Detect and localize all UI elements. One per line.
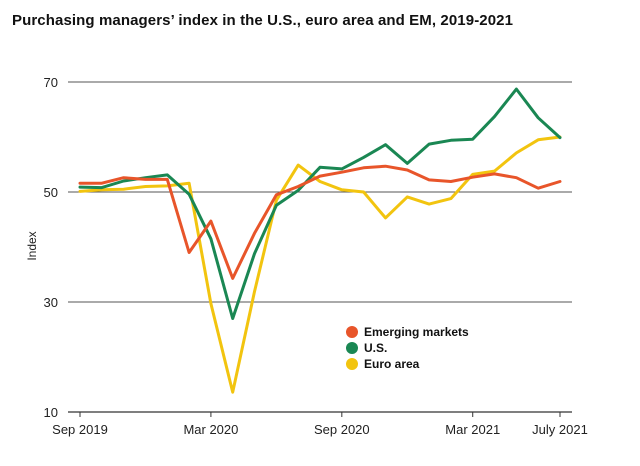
legend-label-euro-area: Euro area xyxy=(364,357,420,371)
y-tick-50: 50 xyxy=(44,185,58,200)
y-axis-label: Index xyxy=(25,231,39,260)
series-line-euro-area xyxy=(78,135,562,394)
legend-label-emerging-markets: Emerging markets xyxy=(364,325,469,339)
x-tick-2: Sep 2020 xyxy=(314,422,370,437)
x-tick-labels: Sep 2019 Mar 2020 Sep 2020 Mar 2021 July 202… xyxy=(52,412,588,437)
x-tick-3: Mar 2021 xyxy=(445,422,500,437)
series-line-u-s xyxy=(78,87,562,320)
y-tick-labels: 10 30 50 70 xyxy=(44,75,58,420)
gridlines xyxy=(68,81,572,413)
series-lines xyxy=(78,87,562,394)
series-line-emerging-markets xyxy=(78,164,562,280)
legend-marker-emerging-markets xyxy=(346,326,358,338)
x-tick-4: July 2021 xyxy=(532,422,588,437)
x-tick-1: Mar 2020 xyxy=(183,422,238,437)
chart-title: Purchasing managers’ index in the U.S., … xyxy=(12,12,514,29)
legend-marker-euro-area xyxy=(346,358,358,370)
legend-marker-u-s xyxy=(346,342,358,354)
y-tick-10: 10 xyxy=(44,405,58,420)
y-tick-30: 30 xyxy=(44,295,58,310)
legend-label-u-s: U.S. xyxy=(364,341,387,355)
legend: Emerging markets U.S. Euro area xyxy=(346,325,469,371)
x-tick-0: Sep 2019 xyxy=(52,422,108,437)
y-tick-70: 70 xyxy=(44,75,58,90)
